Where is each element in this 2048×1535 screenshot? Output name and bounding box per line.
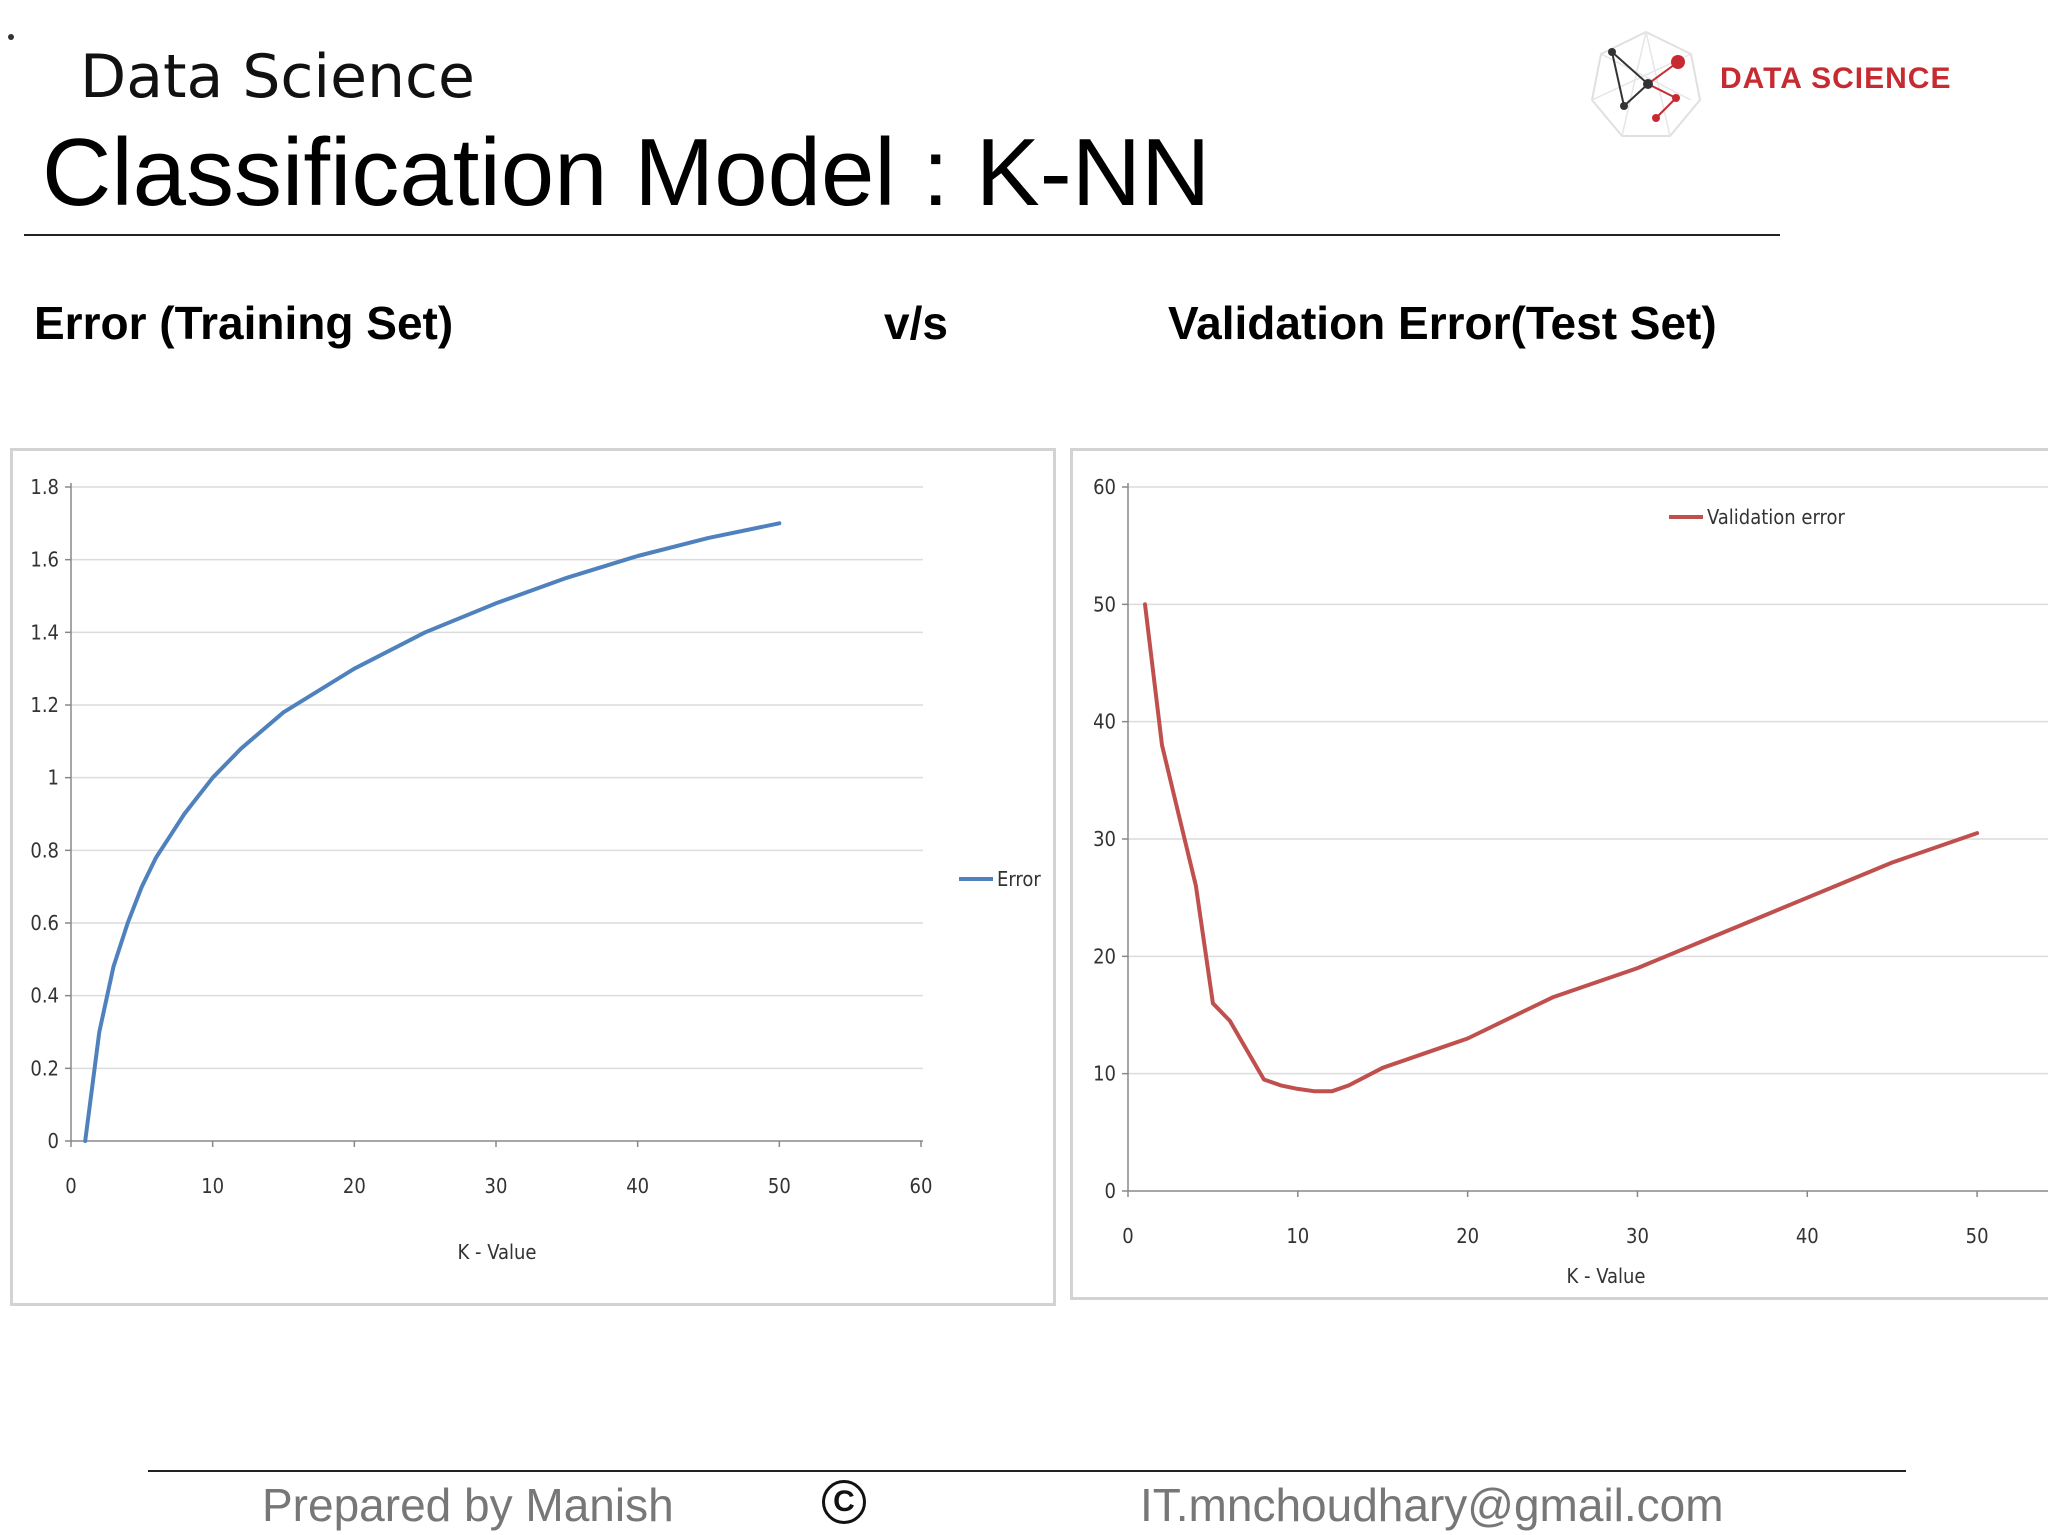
footer-author: Prepared by Manish xyxy=(262,1479,674,1531)
x-axis-label: K - Value xyxy=(458,1240,537,1264)
legend-label: Validation error xyxy=(1707,505,1845,529)
x-tick-label: 10 xyxy=(1286,1224,1309,1248)
x-tick-label: 0 xyxy=(65,1174,76,1198)
y-tick-label: 1.2 xyxy=(30,693,59,717)
x-tick-label: 40 xyxy=(626,1174,649,1198)
y-tick-label: 0 xyxy=(48,1129,59,1153)
x-tick-label: 60 xyxy=(910,1174,933,1198)
logo-text: DATA SCIENCE xyxy=(1720,62,1952,95)
training-error-chart-panel: 0 0.2 0.4 0.6 0.8 1 1.2 1.4 1.6 1.8 0 10 20 30 40 50 60 K… xyxy=(10,448,1056,1306)
y-tick-label: 1.8 xyxy=(30,475,59,499)
y-tick-label: 10 xyxy=(1093,1062,1116,1086)
bullet-dot xyxy=(8,34,14,40)
page-subtitle: Data Science xyxy=(80,42,475,112)
x-tick-label: 20 xyxy=(343,1174,366,1198)
validation-error-label: Validation Error(Test Set) xyxy=(1168,297,1717,349)
y-tick-label: 1.4 xyxy=(30,620,59,644)
x-tick-label: 40 xyxy=(1796,1224,1819,1248)
y-tick-label: 0.4 xyxy=(30,984,59,1008)
y-tick-label: 0.8 xyxy=(30,838,59,862)
legend-label: Error xyxy=(997,867,1041,891)
y-tick-label: 1.6 xyxy=(30,548,59,572)
y-tick-label: 0 xyxy=(1105,1179,1116,1203)
x-tick-label: 20 xyxy=(1456,1224,1479,1248)
series-line xyxy=(1143,602,1980,1094)
footer-email: IT.mnchoudhary@gmail.com xyxy=(1140,1479,1724,1531)
training-error-chart: 0 0.2 0.4 0.6 0.8 1 1.2 1.4 1.6 1.8 0 10 20 30 40 50 60 K… xyxy=(30,475,1041,1264)
footer-divider xyxy=(148,1470,1906,1472)
title-divider xyxy=(24,234,1780,236)
y-tick-label: 40 xyxy=(1093,710,1116,734)
y-tick-label: 30 xyxy=(1093,827,1116,851)
y-tick-label: 1 xyxy=(48,766,59,790)
x-axis-label: K - Value xyxy=(1567,1264,1646,1288)
x-tick-label: 50 xyxy=(1966,1224,1989,1248)
validation-error-chart: 0 10 20 30 40 50 60 0 10 20 30 40 50 K - Value Validat… xyxy=(1093,475,2048,1288)
series-line xyxy=(83,521,782,1143)
y-tick-label: 50 xyxy=(1093,592,1116,616)
x-tick-label: 50 xyxy=(768,1174,791,1198)
versus-label: v/s xyxy=(884,297,948,349)
y-tick-label: 60 xyxy=(1093,475,1116,499)
data-science-logo: DATA SCIENCE xyxy=(1586,26,2048,146)
y-tick-label: 0.6 xyxy=(30,911,59,935)
x-tick-label: 30 xyxy=(1626,1224,1649,1248)
x-tick-label: 0 xyxy=(1122,1224,1133,1248)
y-tick-label: 20 xyxy=(1093,944,1116,968)
page-title: Classification Model : K-NN xyxy=(42,119,1211,226)
x-tick-label: 30 xyxy=(485,1174,508,1198)
validation-error-chart-panel: 0 10 20 30 40 50 60 0 10 20 30 40 50 K - Value Validat… xyxy=(1070,448,2048,1300)
training-error-label: Error (Training Set) xyxy=(34,297,454,349)
x-tick-label: 10 xyxy=(201,1174,224,1198)
copyright-icon: C xyxy=(822,1480,866,1524)
y-tick-label: 0.2 xyxy=(30,1056,59,1080)
network-icon xyxy=(1590,30,1702,137)
